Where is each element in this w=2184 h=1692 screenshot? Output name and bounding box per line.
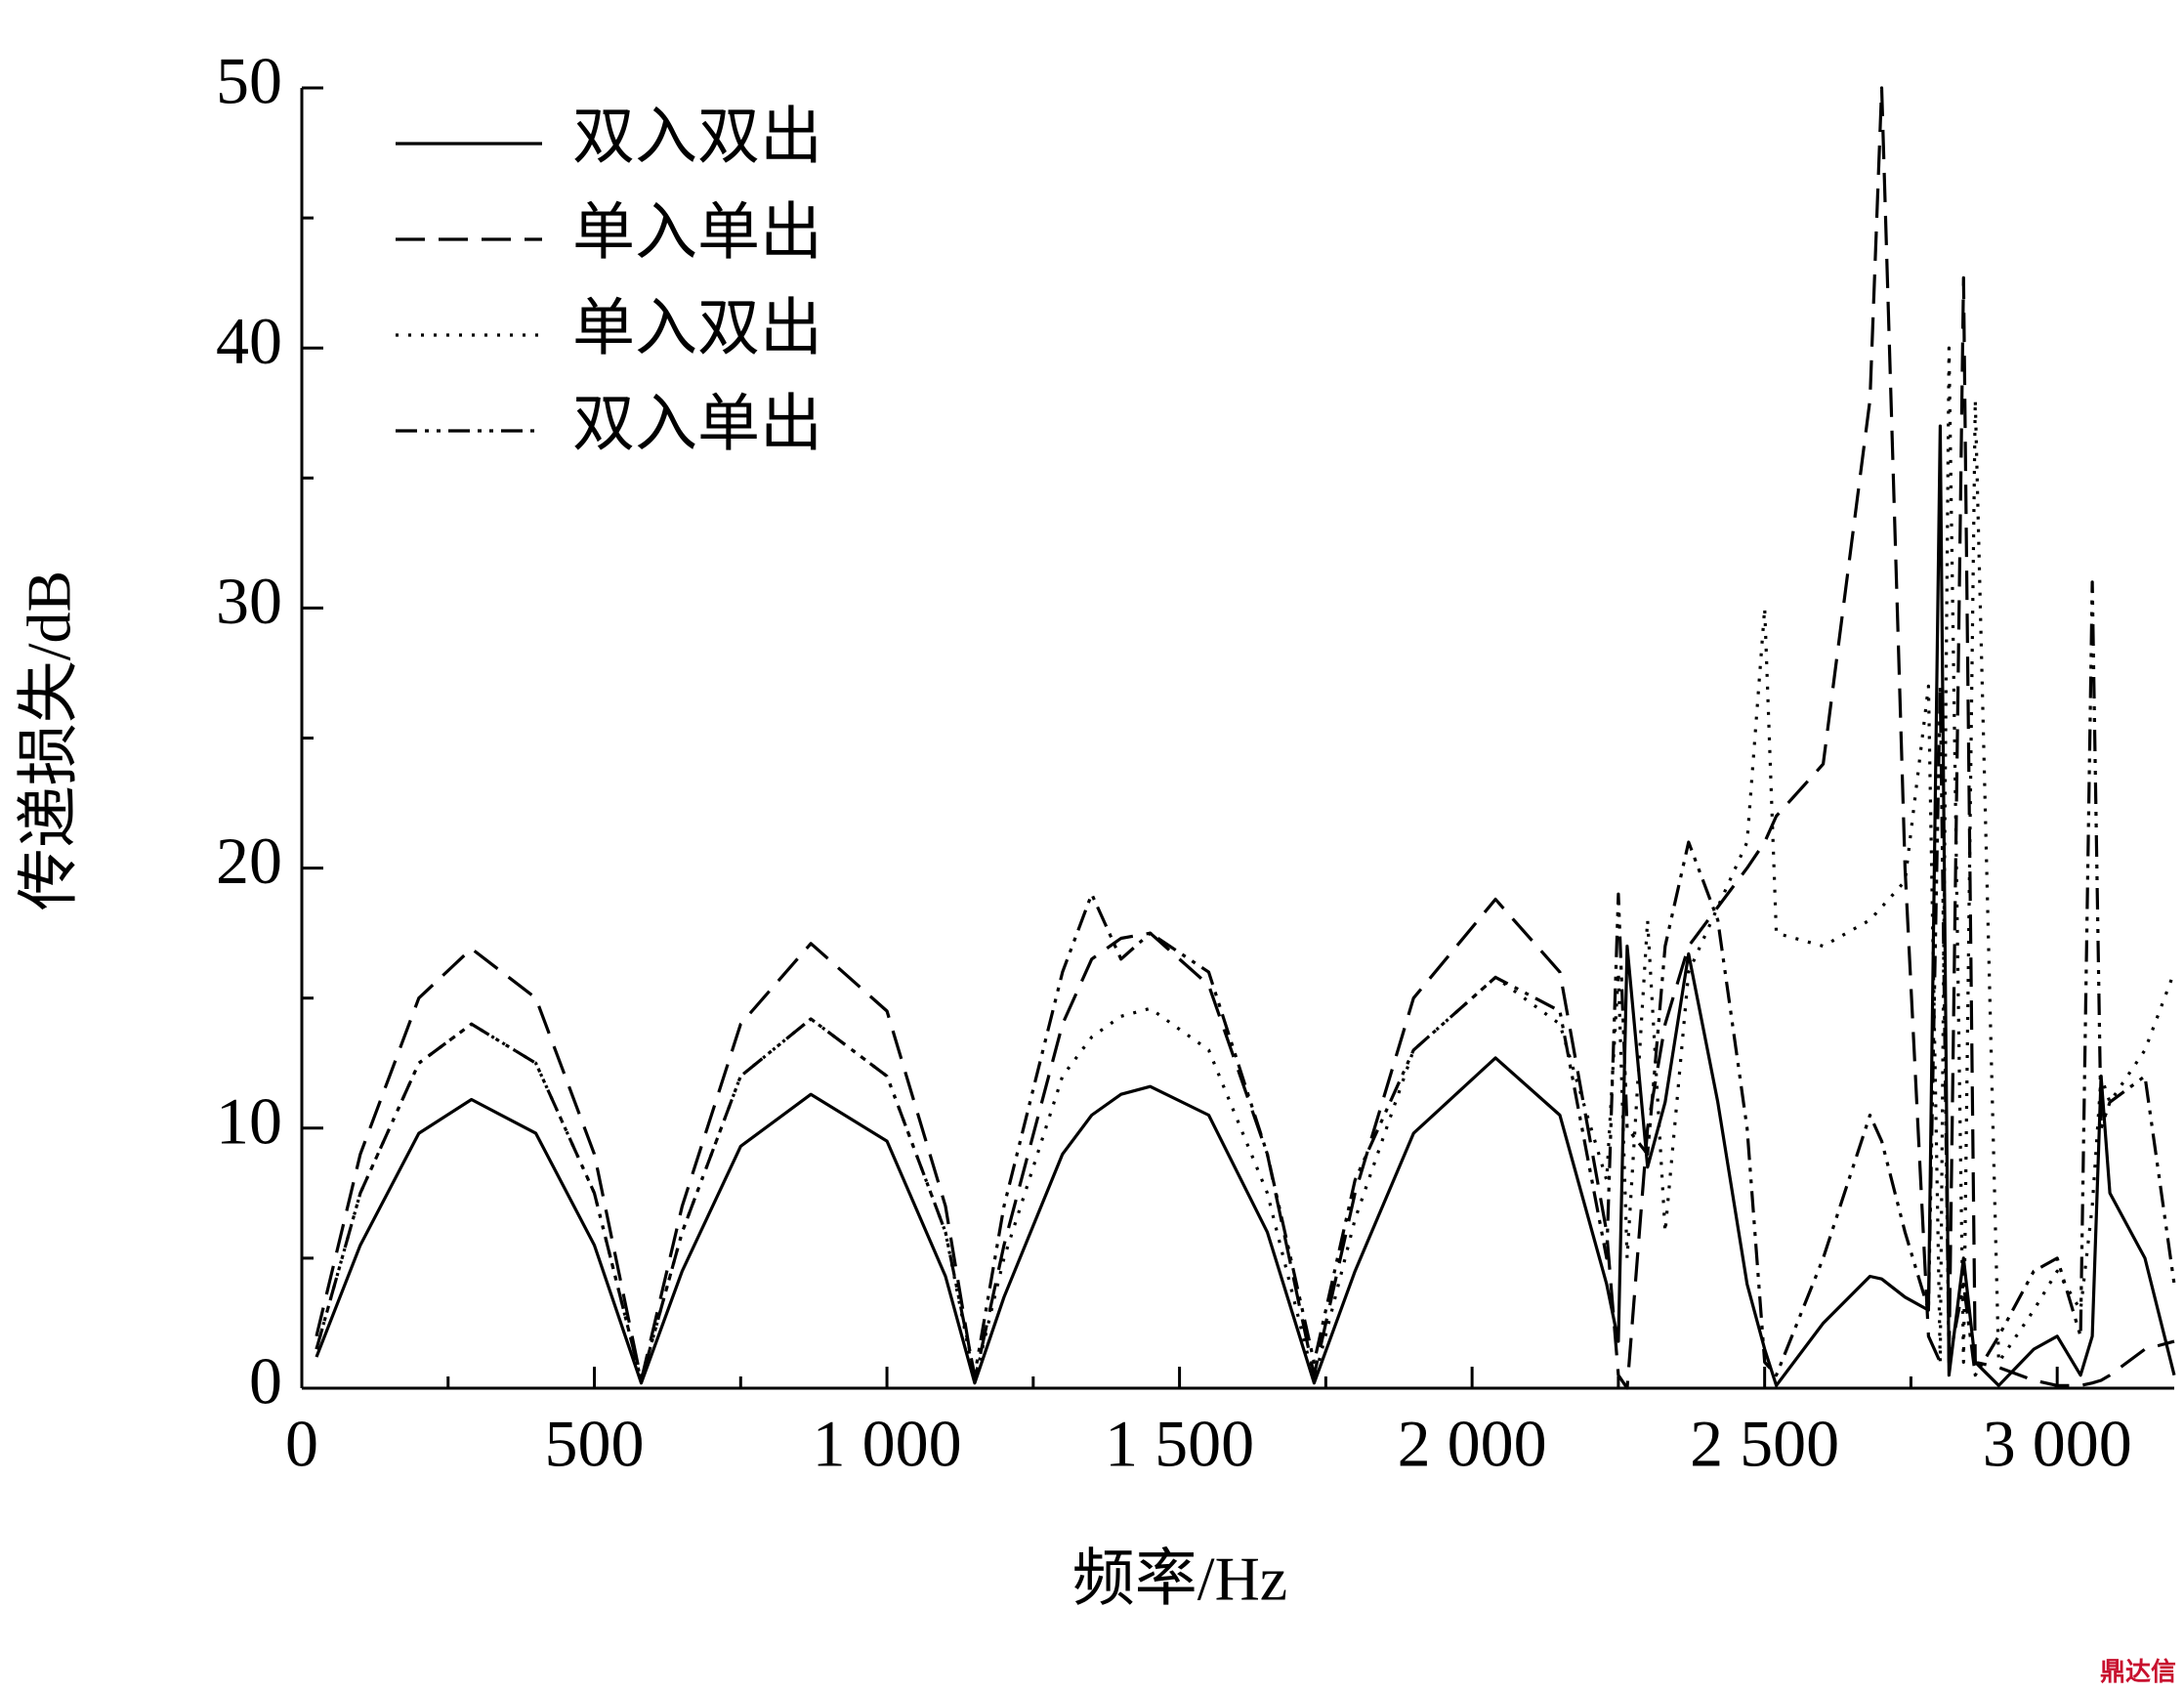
x-tick-label: 1 500 (1105, 1407, 1254, 1481)
x-tick-label: 3 000 (1983, 1407, 2132, 1481)
series-line (315, 580, 2176, 1382)
y-tick-label: 40 (216, 304, 282, 378)
y-tick-label: 30 (216, 564, 282, 638)
x-tick-label: 2 000 (1398, 1407, 1547, 1481)
legend-label: 单入双出 (572, 294, 822, 363)
x-tick-label: 1 000 (813, 1407, 962, 1481)
y-tick-label: 20 (216, 824, 282, 898)
legend-label: 双入双出 (572, 103, 822, 172)
legend-label: 单入单出 (572, 198, 822, 268)
x-tick-label: 500 (545, 1407, 645, 1481)
x-axis-title: 频率/Hz (1072, 1544, 1287, 1614)
y-axis-title: 传递损失/dB (15, 571, 84, 910)
watermark: 鼎达信 (2100, 1658, 2176, 1686)
y-tick-label: 10 (216, 1083, 282, 1158)
x-tick-label: 0 (285, 1407, 318, 1481)
legend-label: 双入单出 (572, 390, 822, 459)
x-tick-label: 2 500 (1690, 1407, 1839, 1481)
series-line (315, 424, 2176, 1387)
series-line (315, 346, 2176, 1382)
y-tick-label: 50 (216, 44, 282, 118)
y-tick-label: 0 (249, 1344, 282, 1418)
